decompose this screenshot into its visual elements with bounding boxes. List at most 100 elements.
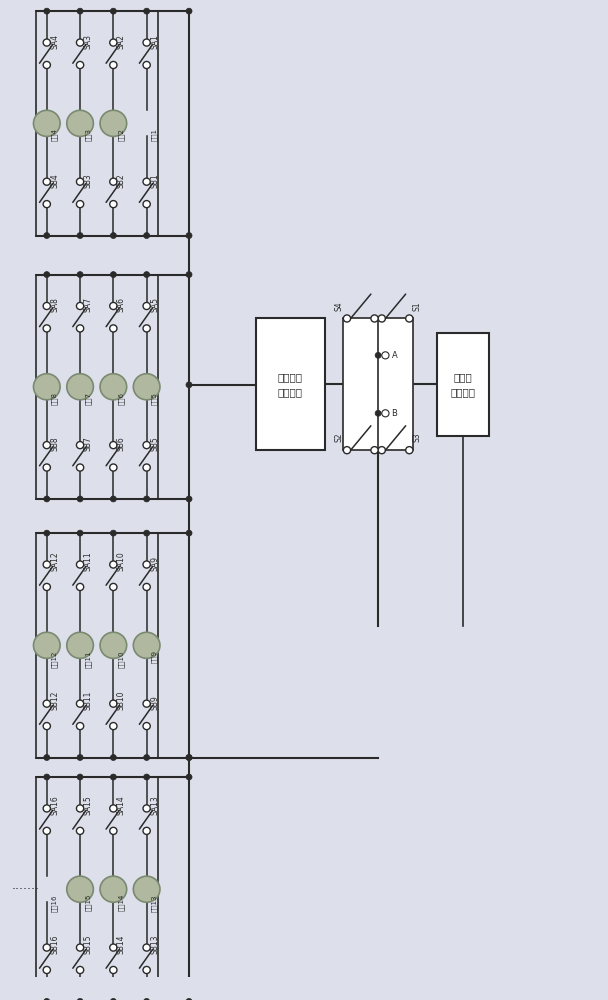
- Ellipse shape: [143, 723, 150, 730]
- Ellipse shape: [110, 496, 116, 502]
- Ellipse shape: [77, 723, 84, 730]
- Text: S2: S2: [334, 433, 344, 442]
- Ellipse shape: [43, 700, 50, 707]
- Ellipse shape: [133, 876, 160, 902]
- Text: SA11: SA11: [83, 551, 92, 571]
- Ellipse shape: [378, 315, 385, 322]
- Ellipse shape: [43, 827, 50, 834]
- Ellipse shape: [109, 805, 117, 812]
- Ellipse shape: [133, 632, 160, 658]
- Text: ·······: ·······: [12, 883, 40, 896]
- Ellipse shape: [109, 966, 117, 974]
- Text: 电条1: 电条1: [151, 128, 158, 141]
- Ellipse shape: [375, 352, 381, 358]
- Ellipse shape: [110, 233, 116, 239]
- Ellipse shape: [44, 496, 50, 502]
- Ellipse shape: [406, 447, 413, 454]
- Ellipse shape: [109, 464, 117, 471]
- Ellipse shape: [43, 178, 50, 185]
- Ellipse shape: [77, 998, 83, 1000]
- Text: 电条12: 电条12: [51, 650, 58, 668]
- Ellipse shape: [143, 8, 150, 14]
- Ellipse shape: [77, 805, 84, 812]
- Ellipse shape: [77, 302, 84, 310]
- Ellipse shape: [371, 315, 378, 322]
- Ellipse shape: [143, 700, 150, 707]
- Ellipse shape: [378, 447, 385, 454]
- Ellipse shape: [133, 374, 160, 400]
- Ellipse shape: [77, 442, 84, 449]
- Text: SB7: SB7: [83, 437, 92, 451]
- Text: SB9: SB9: [150, 695, 159, 710]
- Ellipse shape: [375, 410, 381, 416]
- Ellipse shape: [143, 530, 150, 536]
- Ellipse shape: [143, 966, 150, 974]
- Ellipse shape: [67, 110, 94, 136]
- Text: 电条11: 电条11: [85, 650, 91, 668]
- Ellipse shape: [43, 302, 50, 310]
- Ellipse shape: [77, 530, 83, 536]
- Text: SB4: SB4: [50, 173, 59, 188]
- Ellipse shape: [344, 315, 351, 322]
- Text: SA7: SA7: [83, 297, 92, 312]
- Text: 电条14: 电条14: [118, 894, 125, 911]
- Ellipse shape: [77, 755, 83, 760]
- Ellipse shape: [43, 464, 50, 471]
- Ellipse shape: [143, 201, 150, 208]
- Ellipse shape: [43, 723, 50, 730]
- Text: 电条13: 电条13: [151, 894, 158, 912]
- Text: SA15: SA15: [83, 795, 92, 815]
- Ellipse shape: [110, 8, 116, 14]
- Ellipse shape: [406, 315, 413, 322]
- Ellipse shape: [382, 352, 389, 359]
- Ellipse shape: [143, 178, 150, 185]
- Ellipse shape: [44, 272, 50, 278]
- Text: 电条7: 电条7: [85, 392, 91, 405]
- Text: SB12: SB12: [50, 691, 59, 710]
- Bar: [255, 318, 325, 450]
- Ellipse shape: [77, 700, 84, 707]
- Ellipse shape: [43, 944, 50, 951]
- Text: A: A: [392, 351, 397, 360]
- Ellipse shape: [77, 944, 84, 951]
- Ellipse shape: [77, 233, 83, 239]
- Ellipse shape: [110, 272, 116, 278]
- Ellipse shape: [77, 827, 84, 834]
- Ellipse shape: [77, 325, 84, 332]
- Ellipse shape: [143, 755, 150, 760]
- Ellipse shape: [143, 325, 150, 332]
- Ellipse shape: [143, 442, 150, 449]
- Ellipse shape: [77, 201, 84, 208]
- Ellipse shape: [186, 998, 192, 1000]
- Text: SA13: SA13: [150, 795, 159, 815]
- Text: SA1: SA1: [150, 34, 159, 49]
- Ellipse shape: [186, 774, 192, 780]
- Text: SB16: SB16: [50, 934, 59, 954]
- Text: 电条3: 电条3: [85, 128, 91, 141]
- Ellipse shape: [100, 876, 126, 902]
- Text: SB1: SB1: [150, 173, 159, 188]
- Text: SA9: SA9: [150, 556, 159, 571]
- Ellipse shape: [44, 530, 50, 536]
- Ellipse shape: [109, 442, 117, 449]
- Ellipse shape: [143, 233, 150, 239]
- Text: SB3: SB3: [83, 173, 92, 188]
- Ellipse shape: [109, 944, 117, 951]
- Ellipse shape: [109, 827, 117, 834]
- Ellipse shape: [109, 583, 117, 591]
- Ellipse shape: [143, 272, 150, 278]
- Text: SB6: SB6: [117, 437, 126, 451]
- Text: SA10: SA10: [117, 551, 126, 571]
- Text: S1: S1: [413, 301, 422, 311]
- Ellipse shape: [44, 233, 50, 239]
- Text: SB11: SB11: [83, 691, 92, 710]
- Ellipse shape: [77, 464, 84, 471]
- Ellipse shape: [77, 583, 84, 591]
- Ellipse shape: [44, 755, 50, 760]
- Ellipse shape: [143, 774, 150, 780]
- Ellipse shape: [110, 755, 116, 760]
- Ellipse shape: [143, 302, 150, 310]
- Text: SA3: SA3: [83, 34, 92, 49]
- Text: 电流恒流
控制单元: 电流恒流 控制单元: [278, 372, 303, 397]
- Ellipse shape: [344, 447, 351, 454]
